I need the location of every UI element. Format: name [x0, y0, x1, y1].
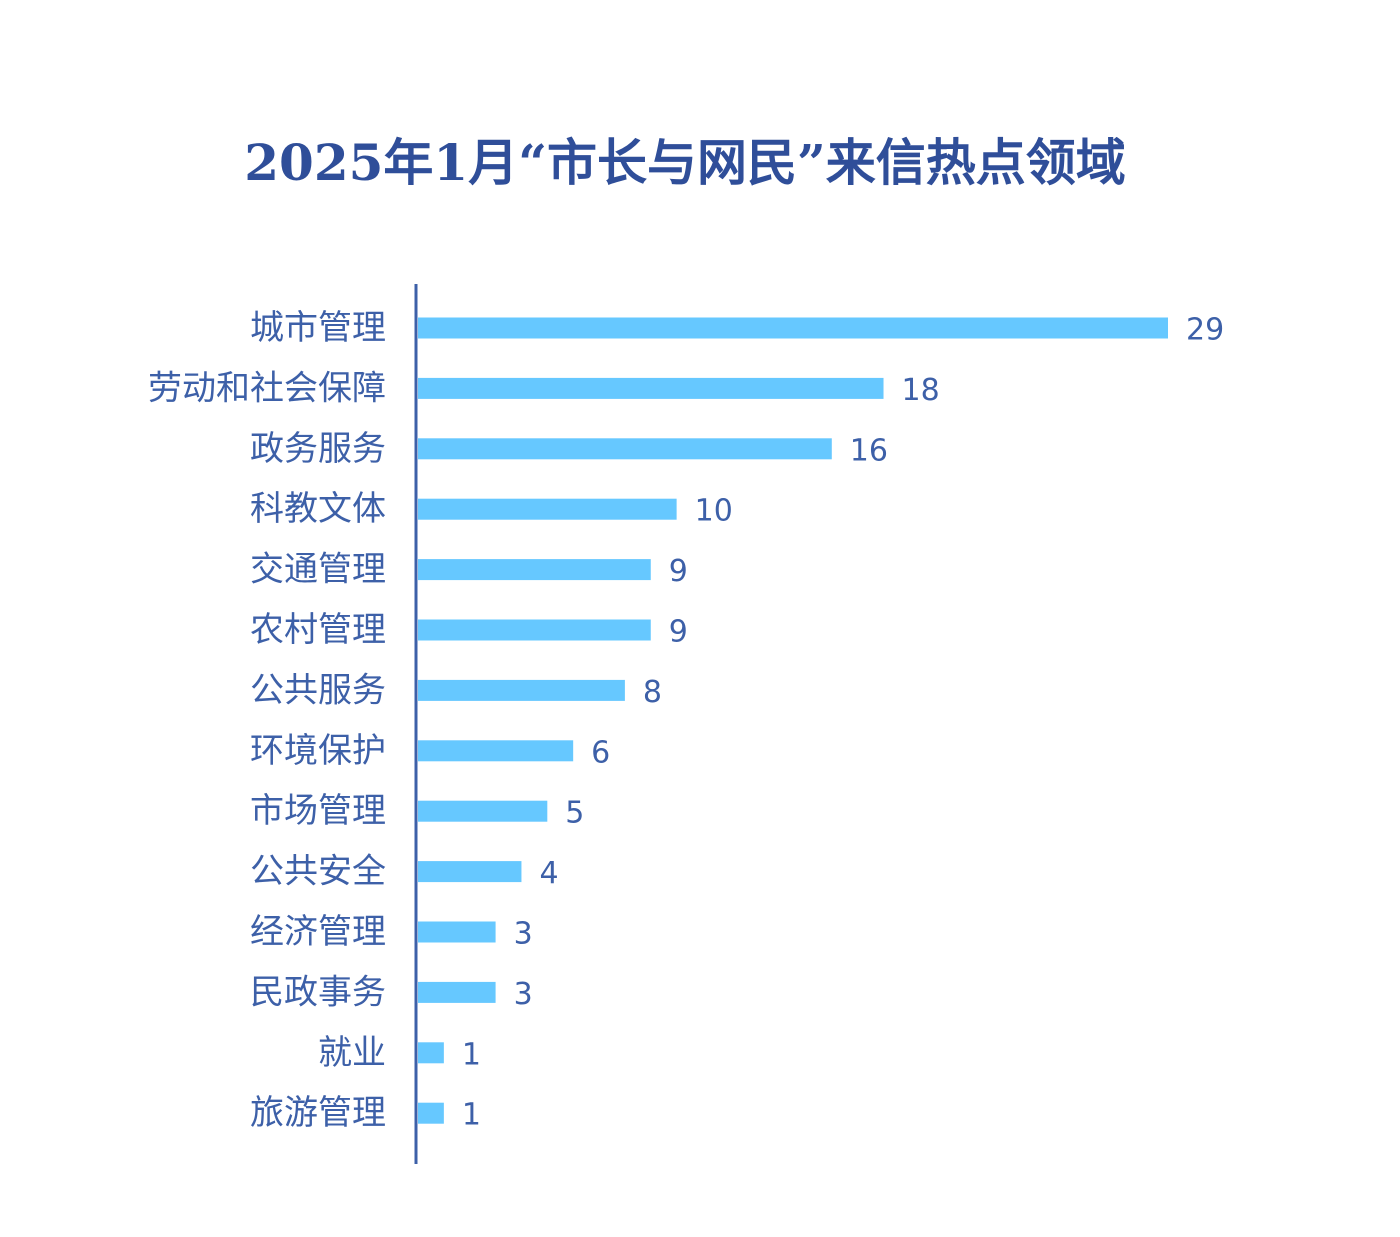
category-label: 政务服务 [250, 429, 386, 469]
bar [418, 619, 651, 641]
value-label: 8 [643, 675, 662, 710]
category-label: 交通管理 [250, 550, 386, 590]
value-label: 29 [1186, 313, 1224, 348]
value-label: 5 [565, 796, 584, 831]
category-label: 公共服务 [250, 670, 386, 710]
category-label: 公共安全 [250, 852, 386, 892]
bar [418, 981, 496, 1003]
category-label: 就业 [318, 1033, 386, 1073]
bar [418, 559, 651, 581]
value-label: 1 [462, 1037, 481, 1072]
value-label: 6 [591, 735, 610, 770]
bar [418, 1102, 444, 1124]
value-label: 3 [514, 977, 533, 1012]
value-label: 9 [669, 615, 688, 650]
category-label: 环境保护 [250, 731, 386, 771]
bar [418, 679, 625, 701]
value-label: 9 [669, 554, 688, 589]
value-label: 18 [902, 373, 940, 408]
category-label: 科教文体 [250, 489, 386, 529]
category-label: 城市管理 [250, 308, 386, 348]
category-label: 经济管理 [250, 912, 386, 952]
category-label: 市场管理 [250, 791, 386, 831]
category-label: 劳动和社会保障 [148, 368, 386, 408]
value-label: 4 [539, 856, 558, 891]
category-label: 旅游管理 [250, 1093, 386, 1133]
category-label: 农村管理 [250, 610, 386, 650]
bar [418, 800, 548, 822]
chart-title: 2025年1月“市长与网民”来信热点领域 [244, 133, 1126, 192]
value-label: 16 [850, 433, 888, 468]
value-label: 10 [695, 494, 733, 529]
bar [418, 740, 574, 762]
value-label: 1 [462, 1098, 481, 1133]
bar [418, 921, 496, 943]
bar [418, 498, 677, 520]
bar [418, 1042, 444, 1064]
bar [418, 377, 884, 399]
bar [418, 317, 1168, 339]
bar [418, 438, 832, 460]
bar [418, 861, 522, 883]
value-label: 3 [514, 917, 533, 952]
category-label: 民政事务 [250, 972, 386, 1012]
